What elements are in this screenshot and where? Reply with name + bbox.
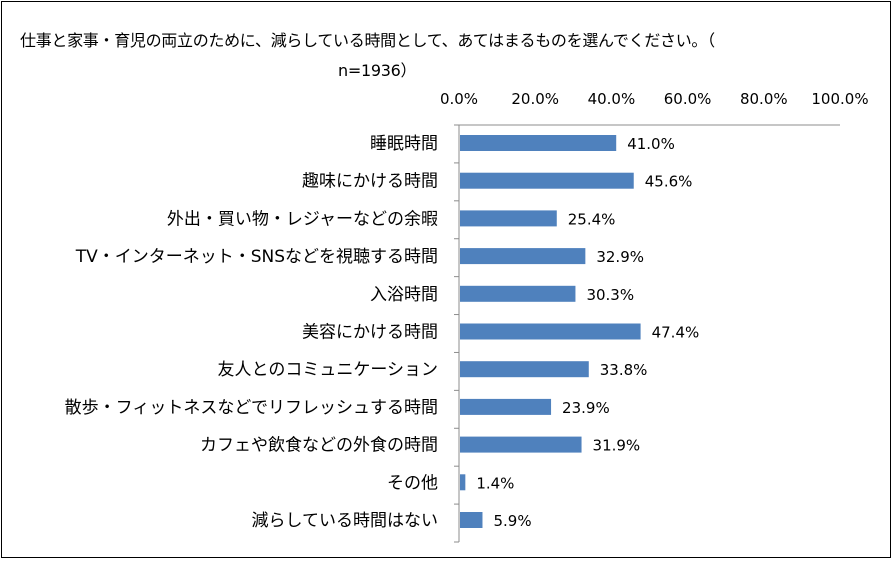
bar (460, 436, 582, 453)
chart-title-line2: n=1936） (338, 61, 417, 80)
data-label: 31.9% (593, 437, 641, 455)
x-tick-label: 20.0% (511, 90, 559, 108)
x-tick-label: 0.0% (440, 90, 478, 108)
category-label: 美容にかける時間 (302, 323, 438, 343)
bar (460, 323, 641, 340)
category-label: TV・インターネット・SNSなどを視聴する時間 (75, 247, 438, 267)
x-tick-label: 60.0% (664, 90, 712, 108)
category-label: 趣味にかける時間 (302, 172, 438, 192)
bar (460, 474, 466, 491)
bar (460, 361, 589, 378)
data-label: 33.8% (600, 361, 648, 379)
category-label: カフェや飲食などの外食の時間 (200, 436, 438, 456)
bar (460, 285, 576, 302)
category-label: その他 (387, 473, 438, 493)
category-label: 友人とのコミュニケーション (218, 360, 439, 380)
category-label: 入浴時間 (370, 285, 438, 305)
bar (460, 135, 617, 151)
data-label: 41.0% (627, 135, 675, 153)
bar (460, 248, 586, 265)
category-label: 散歩・フィットネスなどでリフレッシュする時間 (65, 398, 438, 418)
x-tick-label: 100.0% (811, 90, 868, 108)
data-label: 5.9% (493, 512, 531, 530)
data-label: 45.6% (645, 173, 693, 191)
category-label: 外出・買い物・レジャーなどの余暇 (167, 209, 438, 229)
x-tick-label: 40.0% (588, 90, 636, 108)
chart-title: 仕事と家事・育児の両立のために、減らしている時間として、あてはまるものを選んでく… (20, 26, 860, 86)
bar (460, 172, 634, 189)
category-label: 睡眠時間 (370, 134, 438, 154)
category-label: 減らしている時間はない (252, 511, 439, 531)
bar (460, 398, 552, 415)
chart-title-line1: 仕事と家事・育児の両立のために、減らしている時間として、あてはまるものを選んでく… (20, 31, 715, 50)
bar (460, 210, 557, 227)
data-label: 1.4% (476, 474, 514, 492)
data-label: 25.4% (568, 210, 616, 228)
bar (460, 512, 483, 528)
data-label: 32.9% (596, 248, 644, 266)
x-tick-label: 80.0% (740, 90, 788, 108)
data-label: 30.3% (586, 286, 634, 304)
data-label: 47.4% (652, 324, 700, 342)
data-label: 23.9% (562, 399, 610, 417)
